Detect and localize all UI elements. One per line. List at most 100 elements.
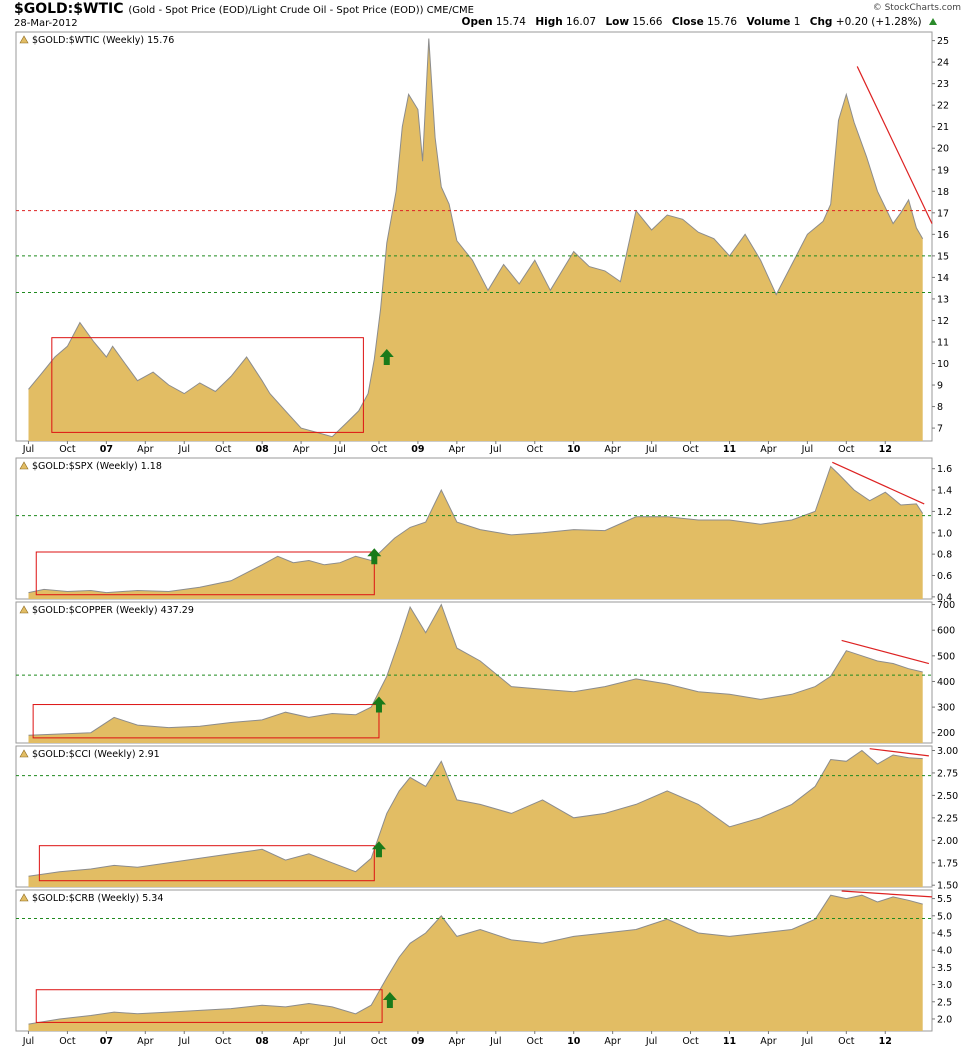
y-tick-label: 500 bbox=[937, 651, 955, 662]
trendline bbox=[869, 748, 929, 757]
y-tick-label: 700 bbox=[937, 600, 955, 611]
y-tick-label: 22 bbox=[937, 101, 949, 112]
area-legend-icon bbox=[19, 749, 29, 758]
x-tick-label: Jul bbox=[489, 444, 501, 455]
x-tick-label: Jul bbox=[801, 444, 813, 455]
symbol-label: $GOLD:$WTIC bbox=[14, 1, 124, 17]
y-tick-label: 0.6 bbox=[937, 571, 952, 582]
x-tick-label: Oct bbox=[838, 444, 855, 455]
x-tick-label: Jul bbox=[22, 1036, 34, 1047]
trendline bbox=[841, 890, 933, 898]
open-value: 15.74 bbox=[495, 16, 526, 28]
area-series-fill bbox=[28, 895, 923, 1031]
x-tick-label: Jul bbox=[178, 1036, 190, 1047]
panel-title-text: $GOLD:$SPX (Weekly) 1.18 bbox=[32, 461, 162, 472]
y-tick-label: 400 bbox=[937, 677, 955, 688]
panel-title: $GOLD:$SPX (Weekly) 1.18 bbox=[19, 461, 162, 472]
x-tick-label: Oct bbox=[371, 1036, 388, 1047]
y-tick-label: 3.5 bbox=[937, 963, 952, 974]
y-tick-label: 1.0 bbox=[937, 528, 952, 539]
x-tick-label: 11 bbox=[723, 1036, 736, 1047]
green-up-arrow-icon bbox=[371, 841, 386, 858]
x-tick-label: Apr bbox=[449, 444, 466, 455]
y-tick-label: 4.0 bbox=[937, 946, 952, 957]
chart-panel-3: 200 300 400 500 600 700 $GOLD:$COPPER (Weekly)… bbox=[15, 600, 955, 744]
panel-title: $GOLD:$WTIC (Weekly) 15.76 bbox=[19, 35, 174, 46]
x-tick-label: Apr bbox=[293, 444, 310, 455]
x-tick-label: Oct bbox=[371, 444, 388, 455]
panel-title-text: $GOLD:$CRB (Weekly) 5.34 bbox=[32, 893, 163, 904]
y-tick-label: 7 bbox=[937, 424, 943, 435]
area-series-line bbox=[28, 749, 923, 877]
area-series-line bbox=[28, 465, 924, 594]
y-tick-label: 10 bbox=[937, 359, 949, 370]
x-tick-label: 10 bbox=[567, 1036, 581, 1047]
x-tick-label: Oct bbox=[215, 444, 232, 455]
y-tick-label: 300 bbox=[937, 703, 955, 714]
annotation-box bbox=[35, 989, 383, 1023]
symbol-description: (Gold - Spot Price (EOD)/Light Crude Oil… bbox=[128, 5, 474, 16]
y-tick-label: 0.4 bbox=[937, 592, 952, 603]
green-up-arrow-icon bbox=[367, 548, 382, 565]
high-label: High bbox=[535, 16, 563, 28]
y-tick-label: 12 bbox=[937, 316, 949, 327]
panel-title-text: $GOLD:$WTIC (Weekly) 15.76 bbox=[32, 35, 174, 46]
y-tick-label: 25 bbox=[937, 36, 949, 47]
x-tick-label: Apr bbox=[137, 444, 154, 455]
volume-value: 1 bbox=[793, 16, 801, 28]
open-label: Open bbox=[461, 16, 493, 28]
area-legend-icon bbox=[19, 461, 29, 470]
x-tick-label: Apr bbox=[760, 444, 777, 455]
x-tick-label: 12 bbox=[879, 1036, 892, 1047]
x-tick-label: 11 bbox=[723, 444, 736, 455]
y-tick-label: 2.25 bbox=[937, 813, 958, 824]
y-tick-label: 8 bbox=[937, 402, 943, 413]
close-label: Close bbox=[671, 16, 704, 28]
y-tick-label: 24 bbox=[937, 58, 949, 69]
x-tick-label: Apr bbox=[604, 1036, 621, 1047]
panel-title-text: $GOLD:$COPPER (Weekly) 437.29 bbox=[32, 605, 194, 616]
chg-label: Chg bbox=[809, 16, 833, 28]
y-tick-label: 1.50 bbox=[937, 881, 958, 892]
area-legend-icon bbox=[19, 893, 29, 902]
x-tick-label: Apr bbox=[293, 1036, 310, 1047]
y-tick-label: 1.4 bbox=[937, 486, 952, 497]
y-tick-label: 9 bbox=[937, 381, 943, 392]
y-tick-label: 2.75 bbox=[937, 768, 958, 779]
y-tick-label: 17 bbox=[937, 208, 949, 219]
y-tick-label: 14 bbox=[937, 273, 949, 284]
y-tick-label: 5.5 bbox=[937, 894, 952, 905]
y-tick-label: 15 bbox=[937, 251, 949, 262]
trendline bbox=[856, 66, 933, 224]
high-value: 16.07 bbox=[566, 16, 597, 28]
y-tick-label: 19 bbox=[937, 165, 949, 176]
x-tick-label: Jul bbox=[333, 1036, 345, 1047]
annotation-box bbox=[32, 704, 380, 739]
area-series-line bbox=[28, 894, 923, 1025]
x-tick-label: 09 bbox=[411, 1036, 424, 1047]
symbol-title: $GOLD:$WTIC (Gold - Spot Price (EOD)/Lig… bbox=[14, 1, 474, 17]
area-legend-icon bbox=[19, 35, 29, 44]
area-series-line bbox=[28, 38, 924, 438]
y-tick-label: 5.0 bbox=[937, 911, 952, 922]
x-tick-label: 12 bbox=[879, 444, 892, 455]
x-tick-label: Jul bbox=[645, 1036, 657, 1047]
y-tick-label: 0.8 bbox=[937, 550, 952, 561]
y-tick-label: 200 bbox=[937, 728, 955, 739]
y-tick-label: 13 bbox=[937, 294, 949, 305]
ohlc-readout: Open 15.74 High 16.07 Low 15.66 Close 15… bbox=[456, 16, 937, 28]
y-tick-label: 1.2 bbox=[937, 507, 952, 518]
y-tick-label: 16 bbox=[937, 230, 949, 241]
chart-panel-4: 1.50 1.75 2.00 2.25 2.50 2.75 3.00 $GOLD:$CCI (… bbox=[15, 745, 958, 892]
close-value: 15.76 bbox=[707, 16, 738, 28]
y-tick-label: 3.0 bbox=[937, 980, 952, 991]
panel-title: $GOLD:$COPPER (Weekly) 437.29 bbox=[19, 605, 194, 616]
x-tick-label: Oct bbox=[682, 1036, 699, 1047]
x-tick-label: Jul bbox=[801, 1036, 813, 1047]
trendline bbox=[841, 639, 930, 665]
y-tick-label: 3.00 bbox=[937, 746, 958, 757]
green-up-arrow-icon bbox=[382, 992, 397, 1009]
annotation-box bbox=[51, 337, 364, 433]
area-legend-icon bbox=[19, 605, 29, 614]
